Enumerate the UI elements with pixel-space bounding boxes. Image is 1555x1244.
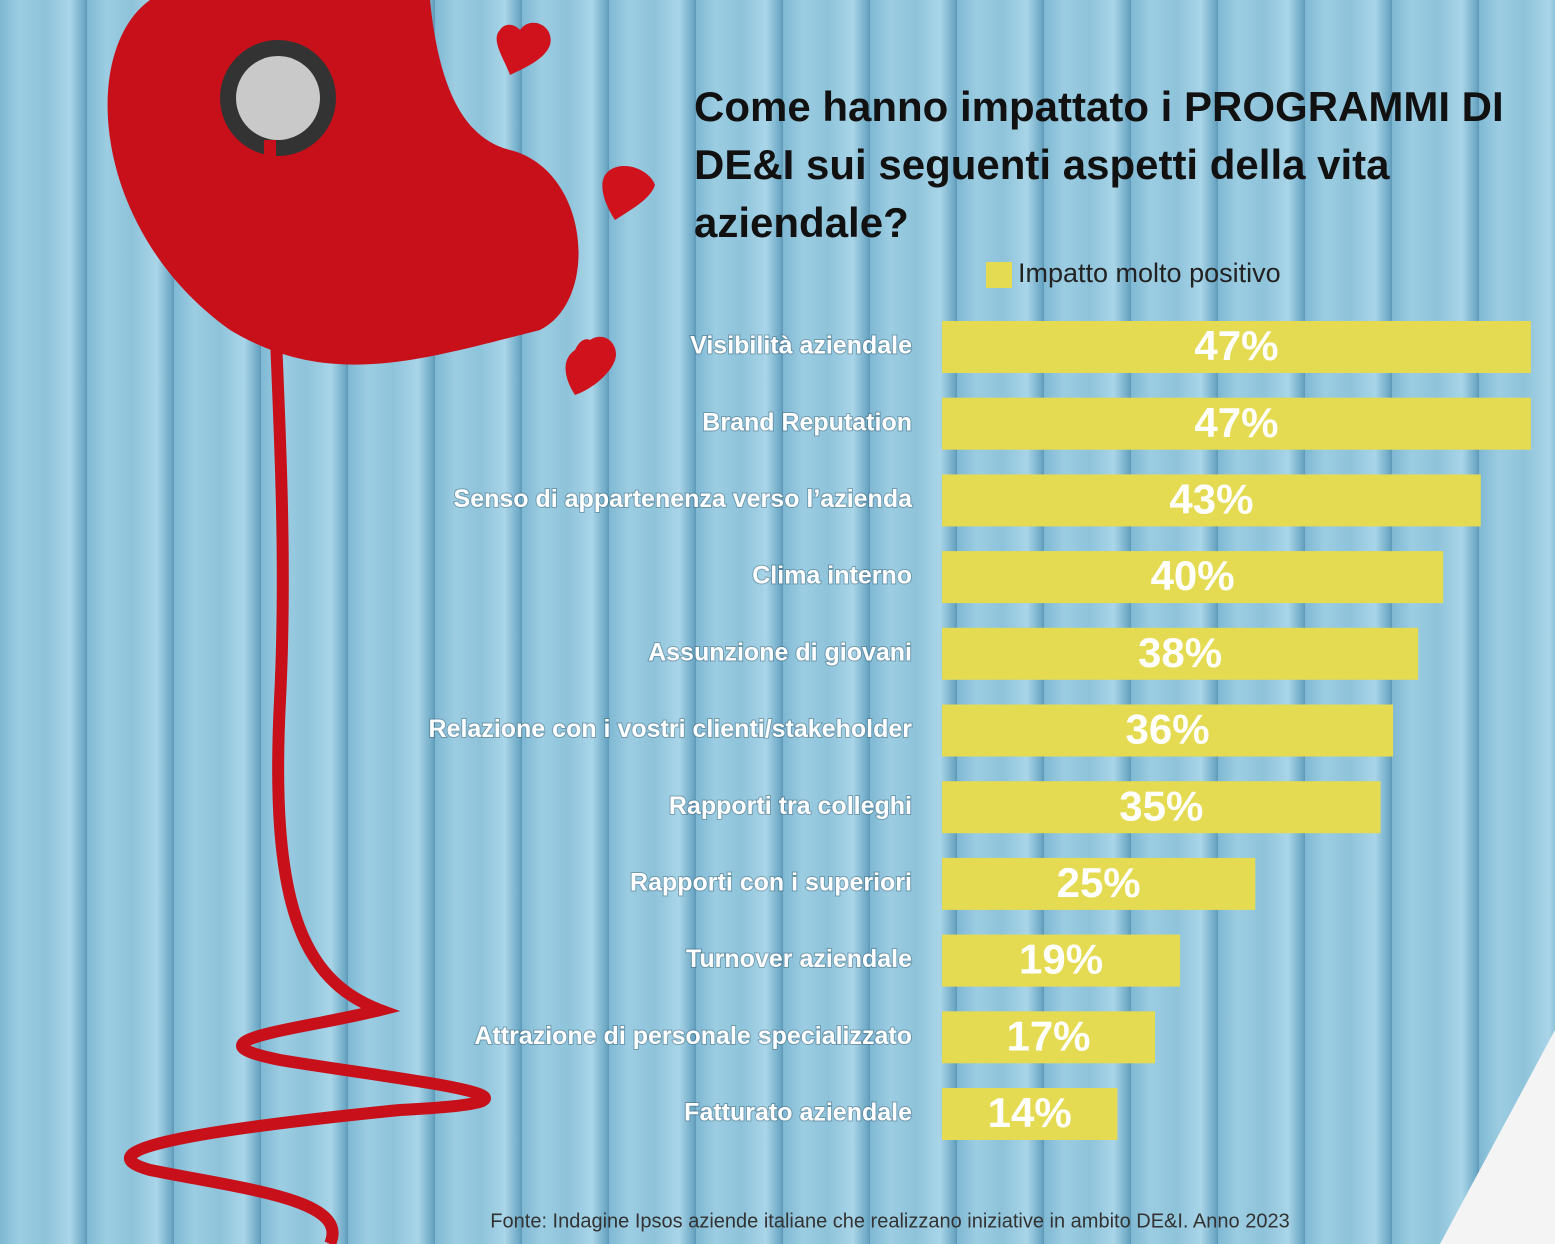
category-label: Fatturato aziendale bbox=[684, 1099, 912, 1127]
bar bbox=[942, 321, 1531, 373]
category-label: Rapporti con i superiori bbox=[630, 869, 912, 897]
category-label: Brand Reputation bbox=[702, 408, 912, 436]
value-label: 17% bbox=[1006, 1012, 1090, 1059]
value-label: 19% bbox=[1019, 936, 1103, 983]
bar bbox=[942, 1011, 1156, 1064]
value-label: 35% bbox=[1119, 782, 1203, 829]
value-label: 38% bbox=[1138, 629, 1222, 676]
legend-swatch bbox=[986, 262, 1012, 288]
bar bbox=[942, 704, 1394, 757]
value-label: 47% bbox=[1194, 322, 1278, 369]
small-heart bbox=[602, 165, 655, 220]
value-label: 14% bbox=[988, 1089, 1072, 1136]
small-heart bbox=[565, 336, 616, 395]
stethoscope bbox=[236, 56, 320, 140]
category-label: Turnover aziendale bbox=[686, 945, 912, 973]
small-heart bbox=[496, 22, 551, 75]
bar bbox=[942, 1088, 1118, 1140]
chart-title: Come hanno impattato i PROGRAMMI DI DE&I… bbox=[694, 83, 1504, 246]
category-label: Relazione con i vostri clienti/stakehold… bbox=[429, 715, 913, 743]
category-label: Visibilità aziendale bbox=[690, 332, 912, 360]
bar bbox=[942, 397, 1531, 450]
category-label: Attrazione di personale specializzato bbox=[474, 1022, 912, 1050]
category-label: Assunzione di giovani bbox=[648, 638, 912, 666]
bar bbox=[942, 551, 1444, 604]
bar bbox=[942, 781, 1381, 834]
value-label: 40% bbox=[1151, 552, 1235, 599]
bar bbox=[942, 474, 1481, 527]
bar bbox=[942, 857, 1256, 910]
category-label: Senso di appartenenza verso l’azienda bbox=[454, 485, 914, 513]
bar bbox=[942, 934, 1181, 987]
category-label: Clima interno bbox=[752, 562, 912, 590]
value-label: 25% bbox=[1057, 859, 1141, 906]
category-label: Rapporti tra colleghi bbox=[669, 792, 912, 820]
value-label: 36% bbox=[1126, 706, 1210, 753]
value-label: 47% bbox=[1194, 399, 1278, 446]
source-note: Fonte: Indagine Ipsos aziende italiane c… bbox=[490, 1210, 1289, 1232]
bar bbox=[942, 627, 1419, 680]
page-corner bbox=[1440, 1030, 1555, 1244]
legend-label: Impatto molto positivo bbox=[1018, 258, 1281, 288]
value-label: 43% bbox=[1169, 475, 1253, 522]
stethoscope-tube bbox=[123, 139, 491, 1244]
